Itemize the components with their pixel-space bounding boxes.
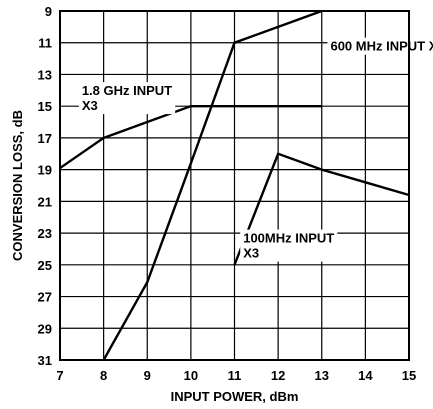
series-annotation: 600 MHz INPUT X3 (327, 37, 433, 55)
annotation-text: X3 (82, 98, 98, 113)
y-tick-label: 31 (38, 353, 52, 368)
series-line-1 (102, 9, 323, 361)
y-tick-label: 11 (38, 36, 52, 51)
annotation-text: 1.8 GHz INPUT (82, 83, 172, 98)
y-tick-label: 21 (38, 194, 52, 209)
plot-frame (59, 10, 410, 361)
y-tick-label: 15 (38, 99, 52, 114)
y-tick-labels: 9 11 13 15 17 19 21 23 25 27 29 31 (38, 4, 52, 368)
annotation-background (327, 37, 433, 55)
y-tick-label: 23 (38, 226, 52, 241)
annotation-background (78, 82, 176, 115)
y-tick-label: 9 (45, 4, 52, 19)
y-tick-label: 27 (38, 290, 52, 305)
x-tick-label: 7 (56, 368, 63, 383)
y-axis-title: CONVERSION LOSS, dB (10, 110, 25, 261)
x-tick-label: 11 (228, 368, 242, 383)
x-tick-labels: 7 8 9 10 11 12 13 14 15 (56, 368, 416, 383)
annotation-background (240, 229, 338, 262)
y-tick-label: 29 (38, 321, 52, 336)
x-tick-label: 15 (402, 368, 416, 383)
series-group (59, 9, 410, 361)
series-line-2 (233, 152, 410, 266)
x-tick-label: 9 (144, 368, 151, 383)
x-tick-label: 8 (100, 368, 107, 383)
annotation-text: 600 MHz INPUT X3 (330, 39, 433, 54)
y-tick-label: 25 (38, 258, 52, 273)
y-tick-label: 13 (38, 67, 52, 82)
y-tick-label: 19 (38, 163, 52, 178)
x-tick-label: 14 (358, 368, 373, 383)
x-tick-label: 12 (271, 368, 285, 383)
x-tick-label: 10 (184, 368, 198, 383)
y-tick-label: 17 (38, 131, 52, 146)
x-tick-label: 13 (315, 368, 329, 383)
annotation-text: 100MHz INPUT (243, 231, 334, 246)
x-axis-title: INPUT POWER, dBm (171, 389, 299, 404)
annotation-text: X3 (243, 246, 259, 261)
series-line-0 (59, 104, 322, 170)
grid (59, 10, 410, 361)
